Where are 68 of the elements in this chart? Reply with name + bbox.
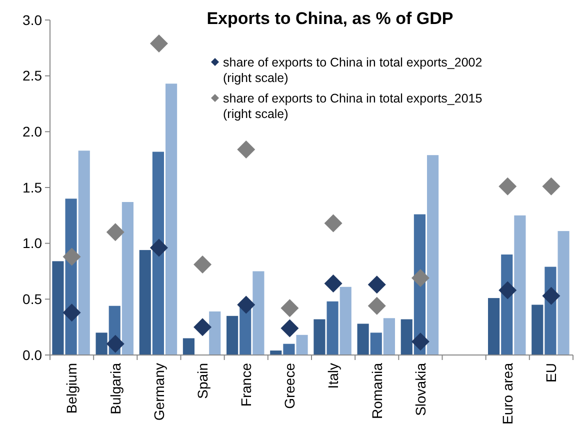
point (542, 286, 560, 305)
bar (78, 150, 90, 355)
x-tick-label: Greece (282, 362, 298, 409)
bar (283, 344, 295, 355)
point (368, 276, 386, 294)
y-tick-label: 0.0 (22, 346, 42, 363)
x-tick-label: Romania (368, 362, 385, 420)
bar (209, 311, 221, 355)
bar (252, 271, 264, 355)
bar (558, 231, 570, 355)
bar (400, 319, 412, 355)
point (324, 274, 342, 293)
x-tick-label: Italy (325, 363, 342, 389)
point (411, 268, 430, 287)
point (324, 214, 342, 232)
point (106, 334, 124, 353)
chart-title: Exports to China, as % of GDP (206, 9, 454, 28)
point (498, 177, 517, 196)
y-tick-label: 2.5 (22, 68, 42, 84)
point (194, 256, 212, 274)
bar (370, 332, 382, 355)
legend-label: share of exports to China in total exports_2002 (right scale) (223, 55, 482, 85)
bar (314, 319, 326, 355)
bar (139, 250, 151, 355)
bar (340, 286, 352, 355)
bar (488, 298, 500, 355)
point (411, 332, 430, 351)
point (106, 223, 124, 242)
point (368, 296, 386, 315)
point (542, 177, 560, 196)
bar (52, 261, 64, 355)
point (237, 296, 256, 314)
point (280, 319, 299, 338)
x-tick-label: Germany (150, 363, 167, 421)
bar (122, 202, 134, 355)
bar (426, 155, 439, 355)
point (62, 304, 81, 322)
x-tick-label: Spain (194, 363, 210, 399)
bar (383, 318, 395, 355)
bar (182, 338, 195, 355)
y-tick-label: 0.5 (22, 291, 42, 308)
bar (357, 324, 369, 355)
point (237, 140, 256, 159)
bar (96, 332, 108, 355)
x-tick-label: Euro area (500, 362, 516, 424)
bar (296, 334, 308, 355)
x-tick-label: Slovakia (412, 362, 428, 416)
point (150, 238, 168, 257)
bar (152, 152, 164, 355)
legend-label: share of exports to China in total exports_2015 (right scale) (223, 91, 482, 121)
point (280, 299, 299, 318)
point (150, 34, 168, 52)
y-tick-label: 3.0 (22, 12, 42, 28)
x-tick-label: EU (543, 363, 560, 382)
point (62, 248, 81, 266)
bar (514, 215, 526, 355)
y-tick-label: 1.5 (22, 179, 42, 196)
point (498, 281, 517, 300)
y-tick-label: 1.0 (22, 235, 42, 252)
bar (532, 304, 544, 355)
y-tick-label: 2.0 (22, 124, 42, 140)
x-tick-label: Belgium (64, 363, 80, 414)
x-tick-label: Bulgaria (107, 362, 124, 414)
x-tick-label: France (238, 362, 254, 407)
bar (226, 316, 238, 355)
bar (326, 301, 338, 355)
bar (165, 84, 178, 355)
point (194, 318, 212, 336)
